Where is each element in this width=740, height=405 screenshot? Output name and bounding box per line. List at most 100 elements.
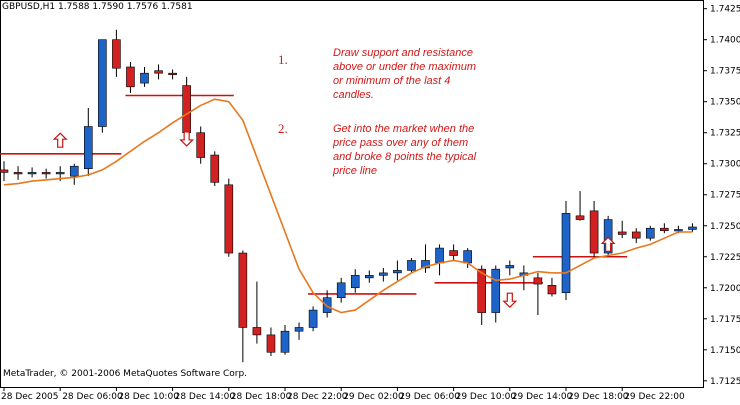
candle-body xyxy=(126,66,135,88)
x-tick-label: 28 Dec 14:00 xyxy=(175,392,236,402)
candle-body xyxy=(69,165,79,177)
candle-body xyxy=(294,327,304,332)
x-tick-label: 28 Dec 18:00 xyxy=(231,392,292,402)
candle-body xyxy=(27,172,37,175)
candle-body xyxy=(266,334,276,353)
candle-body xyxy=(112,39,121,69)
x-tick-label: 29 Dec 18:00 xyxy=(568,392,629,402)
x-tick-label: 28 Dec 22:00 xyxy=(287,392,348,402)
candle-body xyxy=(491,268,501,313)
arrow-down-icon xyxy=(179,131,195,147)
candle-body xyxy=(336,282,346,298)
chart-header: GBPUSD,H1 1.7588 1.7590 1.7576 1.7581 xyxy=(2,2,193,12)
candle-body xyxy=(238,252,248,328)
candle-body xyxy=(210,154,220,183)
step2-line-3: and broke 8 points the typical xyxy=(333,151,477,163)
y-tick-label: 1.7150 xyxy=(710,346,740,356)
arrow-up-icon xyxy=(52,132,68,148)
x-tick-label: 28 Dec 2005 xyxy=(1,392,59,402)
step2-line-1: Get into the market when the xyxy=(333,123,475,135)
candle-body xyxy=(182,85,191,134)
step1-line-1: Draw support and resistance xyxy=(333,47,474,59)
candle-body xyxy=(463,250,472,264)
candle-body xyxy=(631,231,641,239)
x-tick-label: 29 Dec 06:00 xyxy=(399,392,460,402)
candle-body xyxy=(224,184,234,254)
candle-body xyxy=(0,169,9,173)
candle-body xyxy=(421,260,430,269)
candle-body xyxy=(533,277,543,285)
copyright: MetaTrader, © 2001-2006 MetaQuotes Softw… xyxy=(3,369,248,379)
candle-body xyxy=(547,284,557,295)
step1-line-2: above or under the maximum xyxy=(333,61,477,73)
candlesticks xyxy=(0,29,697,363)
candle-body xyxy=(252,327,262,336)
y-tick-label: 1.7125 xyxy=(710,377,740,387)
candle-body xyxy=(393,270,402,274)
plot-frame xyxy=(0,0,704,388)
step1-line-3: or minimum of the last 4 xyxy=(333,75,451,87)
x-tick-label: 29 Dec 02:00 xyxy=(343,392,404,402)
typical-price-line xyxy=(3,98,693,314)
y-tick-label: 1.7175 xyxy=(710,315,740,325)
step2-line-4: price line xyxy=(333,165,378,177)
support-resistance-levels xyxy=(0,94,628,295)
candle-body xyxy=(308,309,318,328)
arrow-down-icon xyxy=(502,292,518,309)
candle-body xyxy=(196,132,205,158)
symbol-label: GBPUSD,H1 xyxy=(2,2,56,12)
step1-number: 1. xyxy=(278,52,288,67)
y-tick-label: 1.7325 xyxy=(710,129,740,139)
y-tick-label: 1.7375 xyxy=(710,67,740,77)
candle-body xyxy=(477,268,487,313)
candle-body xyxy=(674,229,683,232)
y-tick-label: 1.7400 xyxy=(710,36,740,46)
candle-body xyxy=(688,226,697,230)
y-tick-label: 1.7425 xyxy=(710,5,740,15)
candle-body xyxy=(13,172,23,175)
candle-body xyxy=(617,231,627,235)
step1-text: Draw support and resistance above or und… xyxy=(333,46,476,102)
candle-body xyxy=(575,215,585,220)
step2-number: 2. xyxy=(278,121,288,136)
candle-body xyxy=(280,330,290,353)
candle-body xyxy=(41,172,51,175)
candle-body xyxy=(561,213,571,294)
candle-body xyxy=(140,72,149,84)
signal-arrows xyxy=(52,131,616,309)
candle-body xyxy=(55,172,65,175)
y-tick-label: 1.7250 xyxy=(710,222,740,232)
step2-line-2: price pass over any of them xyxy=(333,137,469,149)
arrow-up-icon xyxy=(600,236,616,252)
y-tick-label: 1.7300 xyxy=(710,160,740,170)
x-tick-label: 28 Dec 10:00 xyxy=(118,392,179,402)
ohlc-values: 1.7588 1.7590 1.7576 1.7581 xyxy=(58,2,193,12)
x-tick-label: 29 Dec 14:00 xyxy=(512,392,573,402)
y-tick-label: 1.7275 xyxy=(710,191,740,201)
x-tick-label: 29 Dec 10:00 xyxy=(456,392,517,402)
axes xyxy=(0,0,704,388)
step2-text: Get into the market when the price pass … xyxy=(333,122,476,178)
ma-line xyxy=(3,98,693,314)
candle-body xyxy=(660,227,669,232)
candle-body xyxy=(603,219,613,254)
candle-body xyxy=(350,275,360,289)
candle-body xyxy=(379,272,388,276)
candle-body xyxy=(449,250,458,256)
candle-body xyxy=(168,72,177,75)
y-tick-label: 1.7225 xyxy=(710,253,740,263)
axis-ticks: 1.7425 1.7400 1.7375 1.7350 1.7325 1.7300 1.72… xyxy=(1,5,740,402)
candle-body xyxy=(364,275,374,279)
candle-body xyxy=(407,260,416,271)
x-tick-label: 29 Dec 22:00 xyxy=(624,392,685,402)
candle-body xyxy=(98,39,107,127)
y-tick-label: 1.7200 xyxy=(710,284,740,294)
candle-body xyxy=(589,210,599,254)
x-tick-label: 28 Dec 06:00 xyxy=(62,392,123,402)
candle-body xyxy=(154,70,163,74)
candle-body xyxy=(505,265,515,269)
y-tick-label: 1.7350 xyxy=(710,98,740,108)
candle-body xyxy=(322,297,332,313)
candle-body xyxy=(84,126,93,169)
